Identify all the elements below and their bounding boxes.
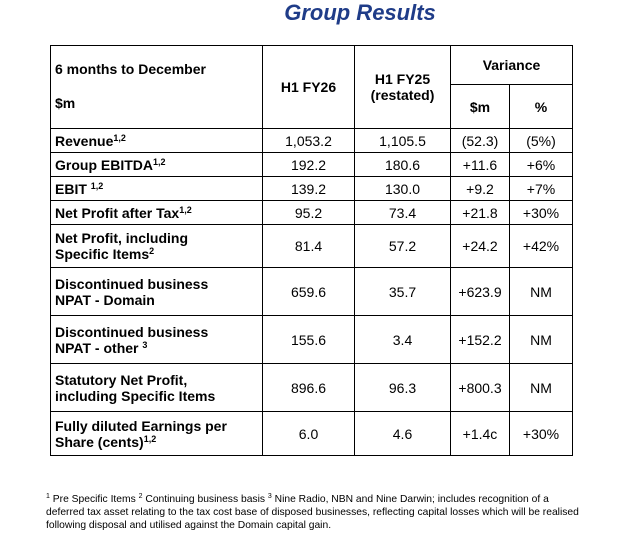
cell-variance-pct: NM xyxy=(508,363,574,412)
cell-variance-pct: +30% xyxy=(508,411,574,456)
cell-h1fy25: 73.4 xyxy=(354,200,451,225)
row-label: Discontinued business NPAT - other 3 xyxy=(50,315,263,364)
cell-h1fy25: 180.6 xyxy=(354,152,451,177)
cell-variance-pct: +42% xyxy=(508,224,574,268)
cell-variance-pct: (5%) xyxy=(508,128,574,153)
table-row: Discontinued business NPAT - Domain 659.6… xyxy=(50,267,574,316)
results-table: 6 months to December $m H1 FY26 H1 FY25 … xyxy=(50,45,574,456)
cell-h1fy26: 95.2 xyxy=(262,200,355,225)
cell-variance-sm: +1.4c xyxy=(450,411,510,456)
header-h1fy25: H1 FY25 (restated) xyxy=(354,45,451,129)
header-variance: Variance xyxy=(449,45,574,85)
header-variance-sm: $m xyxy=(450,84,510,129)
table-row: Revenue1,2 1,053.2 1,105.5 (52.3) (5%) xyxy=(50,128,574,153)
page-title: Group Results xyxy=(284,0,436,25)
footnote: 1 Pre Specific Items 2 Continuing busine… xyxy=(46,493,579,531)
table-row: Fully diluted Earnings per Share (cents)1… xyxy=(50,411,574,456)
cell-h1fy26: 81.4 xyxy=(262,224,355,268)
table-row: EBIT 1,2 139.2 130.0 +9.2 +7% xyxy=(50,176,574,201)
cell-variance-pct: NM xyxy=(508,267,574,316)
cell-h1fy26: 1,053.2 xyxy=(262,128,355,153)
cell-h1fy26: 659.6 xyxy=(262,267,355,316)
header-h1fy25-line2: (restated) xyxy=(370,87,435,103)
row-label: Statutory Net Profit, including Specific … xyxy=(50,363,263,412)
header-h1fy26: H1 FY26 xyxy=(262,45,355,129)
row-label: Revenue1,2 xyxy=(50,128,263,153)
table-row: Net Profit after Tax1,2 95.2 73.4 +21.8 … xyxy=(50,200,574,225)
table-row: Discontinued business NPAT - other 3 155.… xyxy=(50,315,574,364)
cell-h1fy25: 57.2 xyxy=(354,224,451,268)
cell-variance-pct: +7% xyxy=(508,176,574,201)
cell-h1fy26: 6.0 xyxy=(262,411,355,456)
table-row: Statutory Net Profit, including Specific … xyxy=(50,363,574,412)
row-label: Fully diluted Earnings per Share (cents)1… xyxy=(50,411,263,456)
row-label: EBIT 1,2 xyxy=(50,176,263,201)
header-row-bottom: $m % xyxy=(51,84,574,129)
cell-variance-sm: +21.8 xyxy=(450,200,510,225)
row-label: Net Profit, including Specific Items2 xyxy=(50,224,263,268)
cell-h1fy26: 896.6 xyxy=(262,363,355,412)
cell-h1fy25: 35.7 xyxy=(354,267,451,316)
cell-variance-sm: +800.3 xyxy=(450,363,510,412)
cell-variance-pct: +6% xyxy=(508,152,574,177)
cell-variance-pct: +30% xyxy=(508,200,574,225)
cell-h1fy26: 139.2 xyxy=(262,176,355,201)
cell-h1fy25: 96.3 xyxy=(354,363,451,412)
row-label: Discontinued business NPAT - Domain xyxy=(50,267,263,316)
header-variance-pct: % xyxy=(508,84,574,129)
cell-variance-sm: +9.2 xyxy=(450,176,510,201)
cell-h1fy25: 4.6 xyxy=(354,411,451,456)
cell-variance-sm: +152.2 xyxy=(450,315,510,364)
cell-h1fy25: 1,105.5 xyxy=(354,128,451,153)
header-period-cell: 6 months to December $m xyxy=(50,45,263,129)
header-row-top: 6 months to December $m H1 FY26 H1 FY25 … xyxy=(50,45,574,129)
cell-h1fy25: 130.0 xyxy=(354,176,451,201)
cell-variance-sm: +24.2 xyxy=(450,224,510,268)
cell-variance-sm: +623.9 xyxy=(450,267,510,316)
cell-h1fy26: 192.2 xyxy=(262,152,355,177)
cell-h1fy25: 3.4 xyxy=(354,315,451,364)
cell-h1fy26: 155.6 xyxy=(262,315,355,364)
header-period: 6 months to December xyxy=(55,61,206,77)
header-h1fy25-line1: H1 FY25 xyxy=(374,71,431,87)
cell-variance-sm: +11.6 xyxy=(450,152,510,177)
table-row: Net Profit, including Specific Items2 81.… xyxy=(50,224,574,268)
cell-variance-sm: (52.3) xyxy=(450,128,510,153)
row-label: Group EBITDA1,2 xyxy=(50,152,263,177)
row-label: Net Profit after Tax1,2 xyxy=(50,200,263,225)
cell-variance-pct: NM xyxy=(508,315,574,364)
table-row: Group EBITDA1,2 192.2 180.6 +11.6 +6% xyxy=(50,152,574,177)
header-unit: $m xyxy=(55,95,76,111)
